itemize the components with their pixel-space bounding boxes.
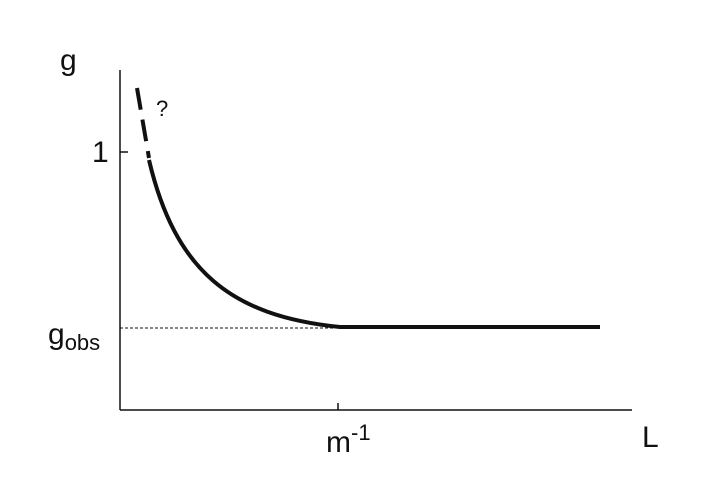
g-obs-base: g [48, 318, 65, 351]
curve-extrapolation [135, 87, 151, 159]
g-obs-sub: obs [65, 330, 100, 355]
g-obs-label: gobs [48, 318, 100, 355]
annotation: ? [156, 96, 168, 121]
x-tick-label: m-1 [326, 420, 371, 459]
x-tick-sup: -1 [351, 420, 371, 445]
y-axis-label: g [60, 44, 77, 77]
y-tick-label: 1 [92, 136, 109, 169]
x-axis-label: L [642, 421, 659, 454]
curve [147, 159, 600, 329]
x-tick-base: m [326, 426, 351, 459]
